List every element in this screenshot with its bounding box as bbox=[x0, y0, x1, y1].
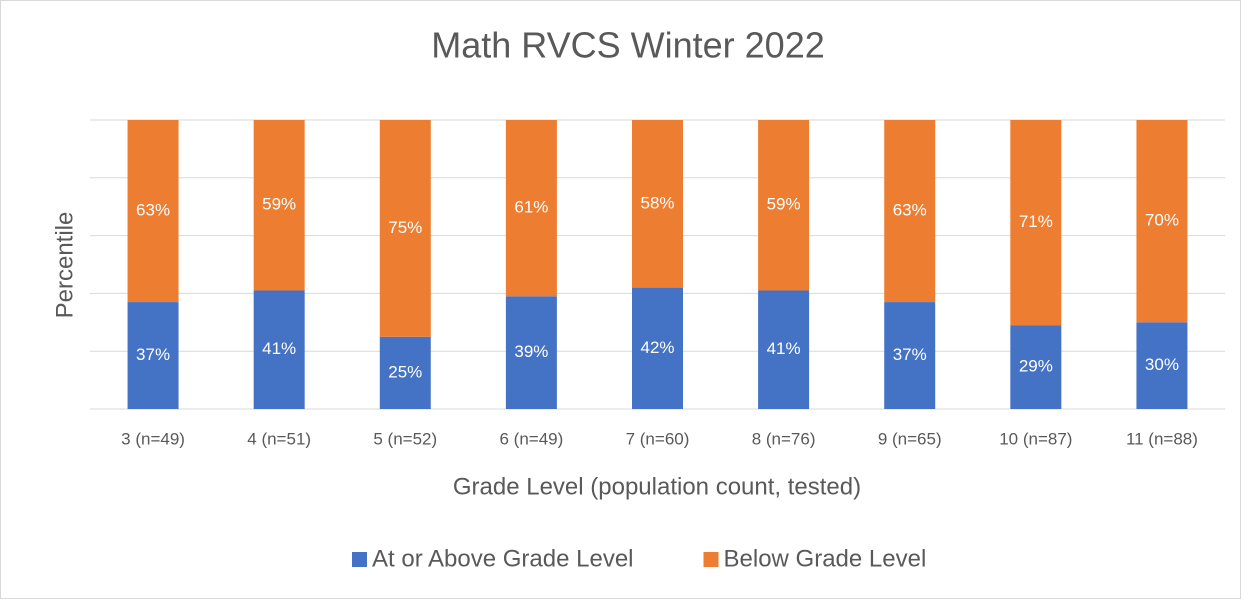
legend-label: Below Grade Level bbox=[724, 545, 927, 572]
legend-swatch bbox=[352, 552, 367, 567]
x-tick-label: 11 (n=88) bbox=[1126, 429, 1198, 448]
bar-segment bbox=[127, 302, 179, 409]
bar-segment bbox=[758, 290, 810, 409]
x-tick-label: 6 (n=49) bbox=[499, 429, 563, 448]
data-label: 59% bbox=[767, 195, 801, 214]
data-label: 63% bbox=[893, 201, 927, 220]
data-label: 71% bbox=[1019, 212, 1053, 231]
bar-segment bbox=[379, 336, 431, 409]
data-label: 58% bbox=[640, 193, 674, 212]
bar-segment bbox=[884, 120, 936, 303]
data-label: 37% bbox=[136, 345, 170, 364]
bar-segment bbox=[505, 120, 557, 297]
legend-swatch bbox=[703, 552, 719, 567]
bar-segment bbox=[1010, 325, 1062, 409]
data-label: 42% bbox=[640, 338, 674, 357]
y-axis-title: Percentile bbox=[51, 212, 78, 319]
data-label: 29% bbox=[1019, 357, 1053, 376]
x-tick-label: 5 (n=52) bbox=[373, 429, 437, 448]
data-label: 59% bbox=[262, 195, 296, 214]
x-axis-title: Grade Level (population count, tested) bbox=[453, 473, 861, 500]
data-label: 30% bbox=[1145, 355, 1179, 374]
chart-title: Math RVCS Winter 2022 bbox=[431, 25, 825, 66]
x-tick-label: 10 (n=87) bbox=[999, 429, 1072, 448]
data-label: 41% bbox=[767, 339, 801, 358]
bar-segment bbox=[253, 120, 305, 291]
bar-segment bbox=[253, 290, 305, 409]
x-tick-label: 4 (n=51) bbox=[247, 429, 311, 448]
data-label: 37% bbox=[893, 345, 927, 364]
x-tick-label: 3 (n=49) bbox=[121, 429, 185, 448]
bar-segment bbox=[632, 120, 683, 288]
data-label: 61% bbox=[514, 198, 548, 217]
data-label: 75% bbox=[388, 218, 422, 237]
bar-segment bbox=[379, 120, 431, 337]
x-tick-label: 9 (n=65) bbox=[878, 429, 942, 448]
data-label: 63% bbox=[136, 201, 170, 220]
legend-label: At or Above Grade Level bbox=[372, 545, 634, 572]
bar-segment bbox=[1136, 322, 1188, 409]
bar-segment bbox=[1136, 120, 1188, 323]
data-label: 70% bbox=[1145, 211, 1179, 230]
bar-segment bbox=[505, 296, 557, 409]
bar-segment bbox=[884, 302, 936, 409]
bar-segment bbox=[758, 120, 810, 291]
data-label: 25% bbox=[388, 362, 422, 381]
x-tick-label: 7 (n=60) bbox=[626, 429, 690, 448]
x-tick-label: 8 (n=76) bbox=[752, 429, 816, 448]
bar-segment bbox=[1010, 120, 1062, 326]
bar-segment bbox=[632, 287, 683, 409]
bar-segment bbox=[127, 120, 179, 303]
data-label: 39% bbox=[514, 342, 548, 361]
data-label: 41% bbox=[262, 339, 296, 358]
